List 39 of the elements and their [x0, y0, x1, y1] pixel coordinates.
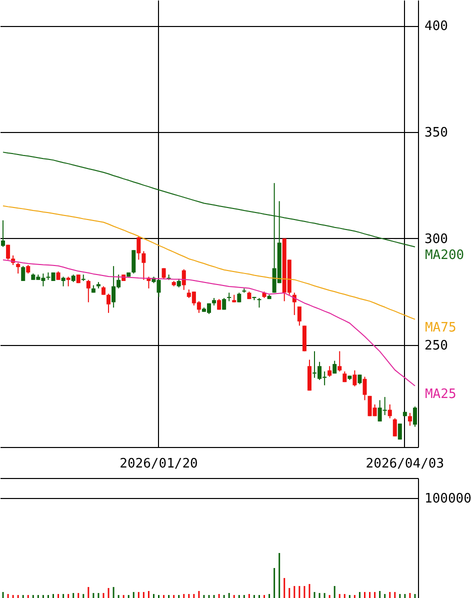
y-tick-label: 300	[424, 232, 448, 247]
candlestick	[408, 412, 412, 426]
y-tick-label: 100000	[424, 492, 472, 506]
candlestick	[332, 360, 337, 374]
candlestick	[6, 244, 10, 260]
candlestick	[66, 276, 70, 287]
candlestick	[136, 236, 141, 260]
series-label: MA25	[424, 386, 456, 402]
candlestick	[257, 298, 262, 308]
series-label: MA200	[424, 248, 464, 263]
candlestick	[358, 374, 362, 385]
candlestick	[16, 262, 20, 274]
candlestick	[162, 268, 166, 280]
line-series	[2, 259, 416, 386]
candlestick	[106, 293, 111, 314]
candlestick	[328, 366, 332, 378]
candlestick	[1, 220, 6, 248]
candlestick	[132, 250, 136, 274]
candlestick	[142, 250, 146, 280]
candlestick	[412, 406, 417, 428]
y-tick-label: 250	[424, 338, 448, 354]
candlestick	[237, 292, 242, 303]
line-series	[2, 205, 416, 320]
series-label: MA75	[424, 320, 456, 336]
y-tick-label: 350	[424, 125, 448, 140]
candlestick	[86, 279, 90, 303]
candlestick	[392, 418, 397, 437]
candlestick	[352, 370, 357, 387]
candlestick	[297, 306, 302, 326]
candlestick	[338, 350, 342, 372]
x-tick-label: 2026/04/03	[366, 456, 444, 472]
y-tick-label: 400	[424, 19, 448, 34]
candlestick	[182, 268, 186, 290]
candlestick	[388, 404, 392, 419]
candlestick	[398, 423, 402, 440]
candlestick	[362, 376, 367, 401]
candlestick	[61, 276, 66, 287]
x-tick-label: 2026/01/20	[120, 456, 198, 472]
candlestick	[21, 266, 26, 282]
